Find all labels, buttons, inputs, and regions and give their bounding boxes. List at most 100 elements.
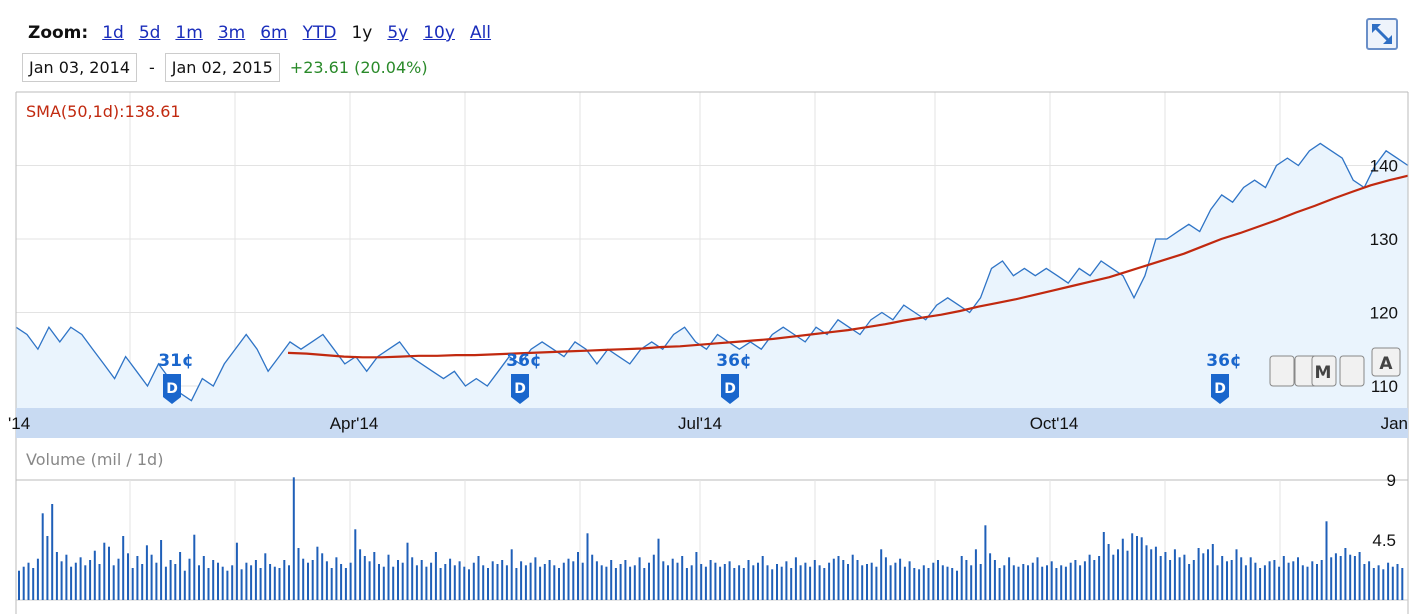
volume-bar	[288, 565, 290, 600]
volume-bar	[79, 557, 82, 600]
chart-mode-button[interactable]	[1339, 355, 1365, 387]
volume-bar	[1320, 560, 1323, 600]
volume-bar	[534, 557, 537, 600]
volume-bar	[491, 561, 494, 600]
zoom-3m[interactable]: 3m	[217, 23, 246, 43]
volume-bar	[619, 564, 622, 600]
volume-bar	[738, 565, 741, 600]
volume-bar	[1316, 564, 1318, 600]
volume-bar	[254, 560, 257, 600]
volume-bar	[861, 565, 864, 600]
volume-bar	[1358, 552, 1361, 600]
volume-bar	[397, 560, 399, 600]
price-panel-border	[15, 91, 1409, 614]
volume-bar	[998, 568, 1001, 600]
zoom-10y[interactable]: 10y	[423, 23, 455, 43]
volume-bar	[401, 562, 404, 600]
volume-bar	[880, 549, 883, 600]
volume-bar	[245, 562, 248, 600]
zoom-5y[interactable]: 5y	[387, 23, 409, 43]
chart-mode-button[interactable]: M	[1311, 355, 1337, 387]
volume-bar	[539, 566, 542, 600]
dividend-amount: 36¢	[1206, 351, 1242, 371]
volume-bar	[449, 558, 452, 600]
volume-bar	[439, 568, 442, 600]
volume-bar	[1349, 554, 1352, 600]
volume-bar	[1263, 565, 1266, 600]
volume-bar	[946, 566, 949, 600]
volume-bar	[837, 556, 840, 600]
volume-bar	[704, 566, 707, 600]
volume-bar	[586, 533, 589, 600]
volume-bar	[1093, 560, 1096, 600]
dividend-marker-icon[interactable]: D	[721, 374, 739, 404]
volume-bar	[956, 570, 958, 600]
volume-bar	[771, 569, 774, 600]
volume-bar	[723, 564, 726, 600]
volume-bar	[278, 568, 281, 600]
zoom-all[interactable]: All	[469, 23, 492, 43]
volume-bar	[89, 560, 92, 600]
volume-bar	[202, 556, 205, 600]
dividend-marker-icon[interactable]: D	[163, 374, 181, 404]
expand-button[interactable]	[1366, 18, 1398, 50]
volume-bar	[629, 566, 632, 600]
volume-bar	[1121, 538, 1124, 600]
volume-bar	[155, 562, 158, 600]
volume-bar	[614, 568, 617, 600]
volume-tick-label: 9	[1387, 471, 1396, 490]
volume-bar	[970, 565, 973, 600]
dividend-markers: 31¢ D 36¢ D 36¢ D 36¢ D	[158, 351, 1242, 404]
volume-bar	[742, 568, 745, 600]
volume-bar	[273, 566, 276, 600]
zoom-1m[interactable]: 1m	[175, 23, 203, 43]
volume-bar	[321, 553, 324, 600]
volume-bar	[719, 566, 722, 600]
volume-bar	[927, 568, 930, 600]
dividend-marker-letter: D	[166, 381, 178, 397]
volume-bar	[117, 558, 120, 600]
volume-bar	[340, 564, 343, 600]
zoom-1y[interactable]: 1y	[351, 23, 373, 43]
end-date-field[interactable]: Jan 02, 2015	[164, 52, 280, 82]
volume-bar	[179, 552, 182, 600]
volume-bar	[349, 562, 352, 600]
volume-bar	[524, 565, 527, 600]
volume-bar	[818, 565, 821, 600]
zoom-6m[interactable]: 6m	[260, 23, 288, 43]
volume-bar	[150, 554, 153, 600]
volume-bar	[1064, 566, 1067, 600]
volume-bar	[283, 560, 286, 600]
dividend-marker-icon[interactable]: D	[511, 374, 529, 404]
volume-bar	[1221, 556, 1224, 600]
volume-bar	[633, 565, 636, 600]
start-date-field[interactable]: Jan 03, 2014	[22, 52, 137, 82]
volume-bar	[870, 562, 873, 600]
date-range-row: Jan 03, 2014 - Jan 02, 2015 +23.61 (20.0…	[22, 52, 428, 82]
volume-bar	[804, 562, 807, 600]
volume-bar	[993, 560, 996, 600]
volume-bar	[250, 565, 253, 600]
volume-bar	[595, 561, 598, 600]
zoom-5d[interactable]: 5d	[138, 23, 161, 43]
volume-bar	[1150, 549, 1153, 600]
volume-bar	[922, 565, 925, 600]
volume-bar	[776, 564, 778, 600]
chart-mode-button[interactable]	[1269, 355, 1295, 387]
volume-bar	[1268, 561, 1271, 600]
volume-bar	[1022, 564, 1025, 600]
dividend-marker-icon[interactable]: D	[1211, 374, 1229, 404]
volume-bar	[46, 536, 49, 600]
volume-bar	[671, 558, 674, 600]
volume-bar	[1159, 556, 1162, 600]
volume-bar	[1074, 560, 1077, 600]
volume-bar	[700, 564, 703, 600]
volume-bar	[832, 558, 835, 600]
chart-mode-button-a[interactable]: A	[1371, 347, 1401, 377]
zoom-1d[interactable]: 1d	[102, 23, 124, 43]
x-tick-label: '14	[8, 414, 30, 433]
dividend-marker-letter: D	[724, 381, 736, 397]
zoom-ytd[interactable]: YTD	[302, 23, 337, 43]
volume-bar	[1259, 568, 1262, 600]
volume-bar	[823, 568, 826, 600]
